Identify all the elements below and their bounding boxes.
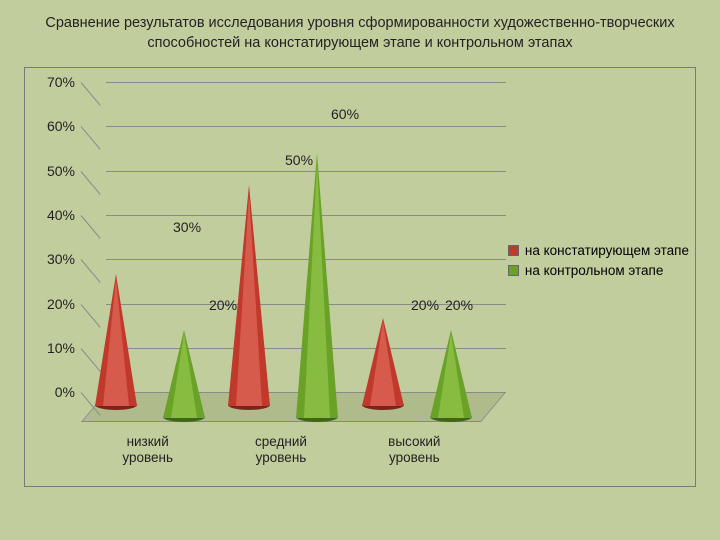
y-tick-label: 60% — [47, 118, 75, 134]
gridline — [106, 126, 506, 127]
data-label: 20% — [445, 297, 473, 313]
cone-bar — [362, 318, 404, 407]
legend-label: на констатирующем этапе — [525, 243, 689, 258]
cone-bar — [296, 152, 338, 418]
x-axis-labels: низкийуровеньсреднийуровеньвысокийуровен… — [81, 434, 481, 466]
chart-container: 0% 10% 20% 30% 40% 50% 60% 70% низкийуровеньсре… — [24, 67, 696, 487]
y-tick-label: 0% — [55, 384, 75, 400]
chart-title: Сравнение результатов исследования уровн… — [0, 0, 720, 63]
gridline-side — [81, 215, 101, 239]
cone-bar — [228, 185, 270, 406]
legend-item-series2: на контрольном этапе — [508, 263, 689, 278]
legend: на констатирующем этапе на контрольном э… — [508, 238, 689, 283]
data-label: 30% — [173, 219, 201, 235]
gridline-side — [81, 82, 101, 106]
plot-area: 0%10%20%30%40%50%60%70% низкийуровеньсре… — [35, 82, 495, 474]
y-tick-label: 20% — [47, 296, 75, 312]
legend-label: на контрольном этапе — [525, 263, 664, 278]
cone-bar — [430, 330, 472, 419]
plot-3d: низкийуровеньсреднийуровеньвысокийуровен… — [81, 82, 481, 422]
cone-bar — [163, 330, 205, 419]
y-tick-label: 30% — [47, 251, 75, 267]
gridline — [106, 82, 506, 83]
gridline-side — [81, 171, 101, 195]
gridline-side — [81, 127, 101, 151]
category-label: среднийуровень — [214, 434, 347, 466]
data-label: 60% — [331, 106, 359, 122]
legend-item-series1: на констатирующем этапе — [508, 243, 689, 258]
y-tick-label: 10% — [47, 340, 75, 356]
y-tick-label: 70% — [47, 74, 75, 90]
legend-swatch-icon — [508, 245, 519, 256]
category-label: высокийуровень — [348, 434, 481, 466]
data-label: 20% — [411, 297, 439, 313]
data-label: 20% — [209, 297, 237, 313]
category-label: низкийуровень — [81, 434, 214, 466]
y-tick-label: 40% — [47, 207, 75, 223]
legend-swatch-icon — [508, 265, 519, 276]
cone-bar — [95, 273, 137, 406]
data-label: 50% — [285, 152, 313, 168]
y-tick-label: 50% — [47, 163, 75, 179]
y-axis: 0%10%20%30%40%50%60%70% — [35, 82, 79, 392]
